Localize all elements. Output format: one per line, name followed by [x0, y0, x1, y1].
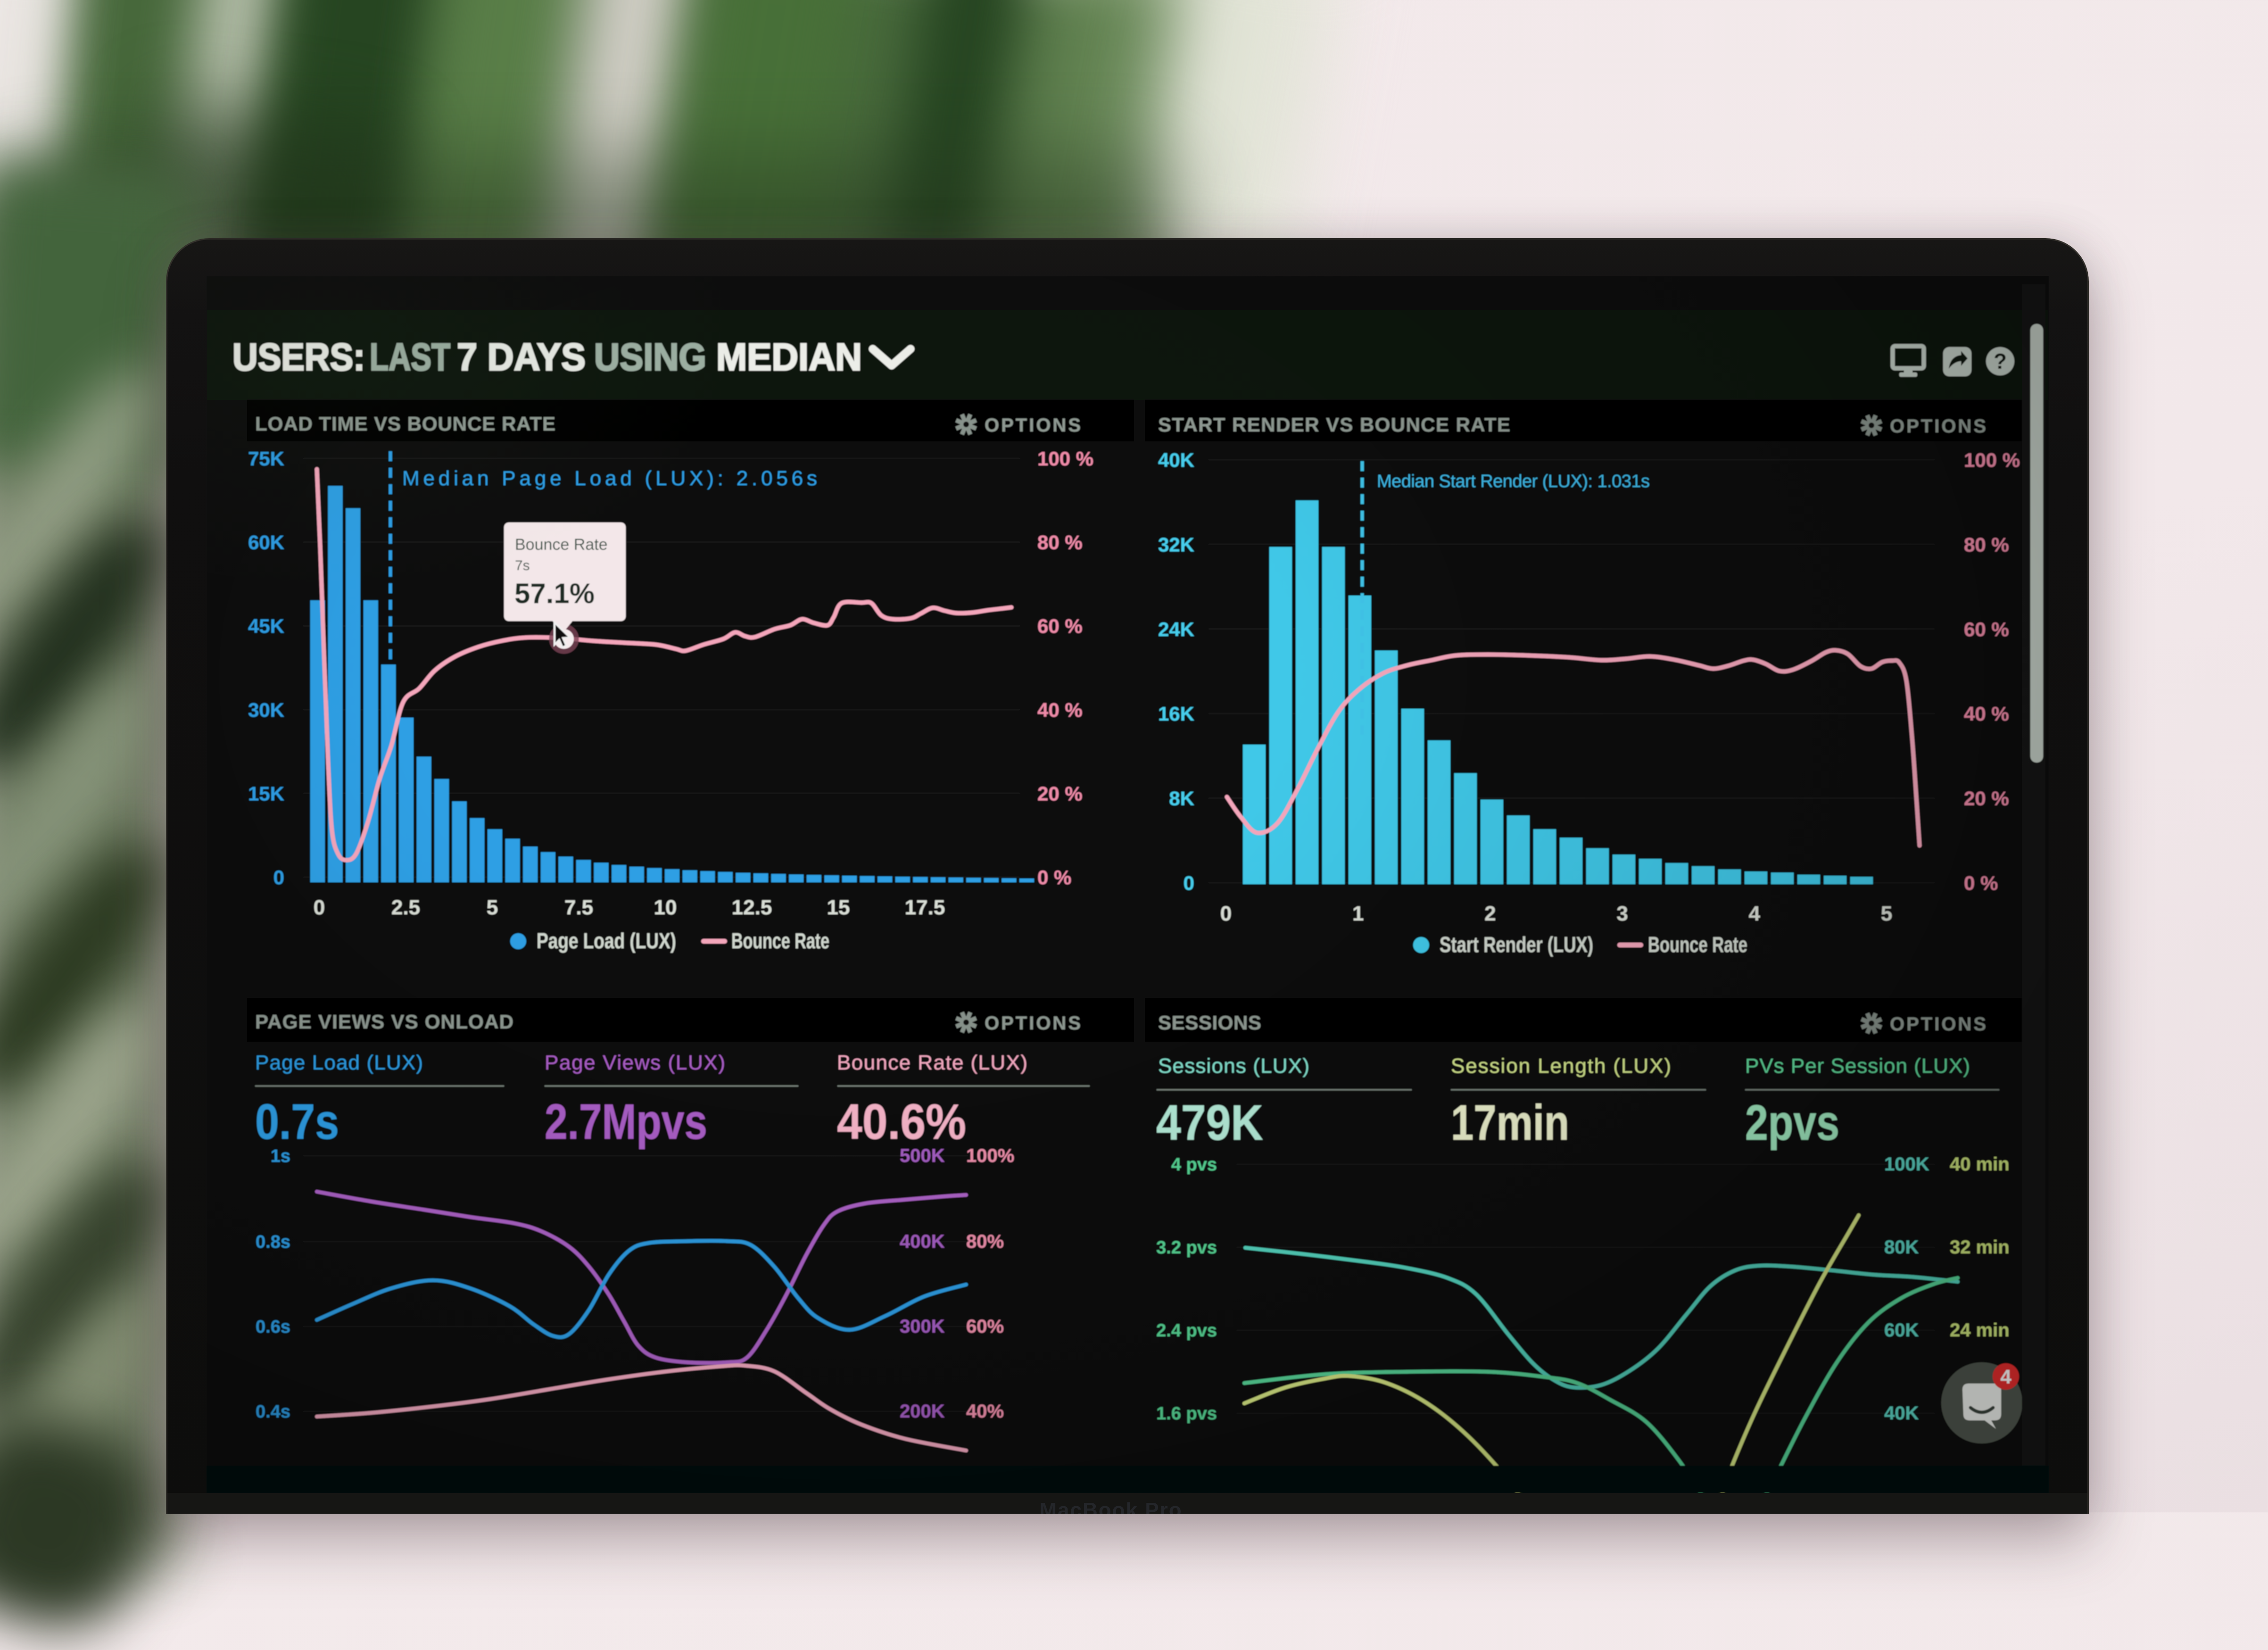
svg-text:32K: 32K	[1158, 533, 1194, 556]
svg-text:400K: 400K	[900, 1231, 945, 1252]
svg-text:1.6 pvs: 1.6 pvs	[1156, 1404, 1217, 1424]
svg-text:4 pvs: 4 pvs	[1171, 1155, 1217, 1175]
svg-text:Bounce Rate: Bounce Rate	[731, 929, 829, 953]
svg-text:30K: 30K	[248, 699, 284, 721]
svg-text:USING: USING	[594, 336, 706, 379]
svg-text:40%: 40%	[966, 1401, 1004, 1422]
svg-text:12.5: 12.5	[732, 896, 772, 919]
svg-text:100 %: 100 %	[1964, 449, 2020, 471]
svg-text:Session Length (LUX): Session Length (LUX)	[1451, 1054, 1671, 1078]
svg-text:Bounce Rate: Bounce Rate	[1648, 932, 1747, 957]
svg-text:Start Render (LUX): Start Render (LUX)	[1440, 932, 1593, 957]
svg-text:24 min: 24 min	[1950, 1320, 2010, 1341]
svg-text:0.8s: 0.8s	[256, 1232, 290, 1252]
svg-text:15K: 15K	[248, 782, 284, 804]
svg-text:4: 4	[2000, 1366, 2011, 1388]
svg-text:0.7s: 0.7s	[255, 1094, 339, 1150]
svg-text:Page Views (LUX): Page Views (LUX)	[545, 1051, 725, 1074]
svg-text:Bounce Rate (LUX): Bounce Rate (LUX)	[837, 1051, 1027, 1074]
svg-text:17.5: 17.5	[905, 896, 945, 919]
svg-text:80K: 80K	[1884, 1237, 1919, 1258]
svg-text:2.5: 2.5	[391, 896, 420, 919]
svg-text:40 %: 40 %	[1037, 699, 1083, 721]
svg-text:100K: 100K	[1884, 1154, 1929, 1175]
svg-text:300K: 300K	[900, 1316, 945, 1337]
svg-text:57.1%: 57.1%	[514, 578, 595, 609]
svg-text:75K: 75K	[248, 448, 284, 470]
svg-text:40K: 40K	[1884, 1403, 1919, 1424]
svg-text:7s: 7s	[515, 558, 530, 573]
svg-text:Bounce Rate: Bounce Rate	[515, 536, 608, 554]
svg-text:LAST: LAST	[370, 336, 450, 379]
svg-text:200K: 200K	[900, 1401, 945, 1422]
svg-text:2pvs: 2pvs	[1745, 1095, 1839, 1151]
svg-text:5: 5	[1881, 902, 1892, 925]
svg-text:PVs Per Session (LUX): PVs Per Session (LUX)	[1745, 1054, 1970, 1078]
svg-text:SESSIONS: SESSIONS	[1158, 1012, 1261, 1034]
svg-text:40K: 40K	[1158, 449, 1194, 471]
svg-text:?: ?	[1994, 349, 2007, 373]
svg-text:80 %: 80 %	[1964, 533, 2009, 556]
svg-text:60%: 60%	[966, 1316, 1004, 1337]
svg-text:START RENDER VS BOUNCE RATE: START RENDER VS BOUNCE RATE	[1158, 414, 1510, 436]
svg-text:Sessions (LUX): Sessions (LUX)	[1158, 1054, 1309, 1078]
svg-text:PAGE VIEWS VS ONLOAD: PAGE VIEWS VS ONLOAD	[255, 1011, 513, 1033]
svg-text:45K: 45K	[248, 615, 284, 637]
svg-text:479K: 479K	[1156, 1095, 1263, 1151]
svg-text:0 %: 0 %	[1964, 872, 1998, 894]
svg-text:7 DAYS: 7 DAYS	[457, 336, 586, 379]
svg-text:3.2 pvs: 3.2 pvs	[1156, 1238, 1217, 1258]
svg-text:8K: 8K	[1169, 788, 1194, 810]
svg-text:2: 2	[1484, 902, 1496, 925]
svg-text:5: 5	[487, 896, 498, 919]
svg-text:32 min: 32 min	[1950, 1237, 2010, 1258]
svg-text:1s: 1s	[271, 1146, 290, 1166]
svg-text:40.6%: 40.6%	[837, 1094, 966, 1150]
svg-text:80%: 80%	[966, 1231, 1004, 1252]
svg-text:60K: 60K	[1884, 1320, 1919, 1341]
svg-text:0 %: 0 %	[1037, 866, 1071, 888]
svg-text:USERS:: USERS:	[232, 336, 365, 379]
svg-text:15: 15	[827, 896, 850, 919]
svg-text:2.7Mpvs: 2.7Mpvs	[545, 1094, 707, 1150]
svg-text:MEDIAN: MEDIAN	[716, 336, 862, 379]
svg-text:60 %: 60 %	[1964, 618, 2009, 640]
svg-text:40 min: 40 min	[1950, 1154, 2010, 1175]
svg-text:100 %: 100 %	[1037, 448, 1093, 470]
svg-text:20 %: 20 %	[1037, 782, 1083, 804]
svg-text:10: 10	[654, 896, 677, 919]
svg-text:0.4s: 0.4s	[256, 1402, 290, 1422]
svg-text:7.5: 7.5	[564, 896, 593, 919]
svg-text:24K: 24K	[1158, 618, 1194, 640]
svg-text:3: 3	[1616, 902, 1628, 925]
svg-text:0: 0	[1220, 902, 1232, 925]
svg-text:4: 4	[1749, 902, 1761, 925]
svg-text:60 %: 60 %	[1037, 615, 1083, 637]
svg-text:LOAD TIME VS BOUNCE RATE: LOAD TIME VS BOUNCE RATE	[255, 413, 555, 435]
svg-text:1: 1	[1352, 902, 1364, 925]
svg-text:500K: 500K	[900, 1145, 945, 1166]
svg-text:Median Start Render (LUX): 1.0: Median Start Render (LUX): 1.031s	[1377, 472, 1650, 491]
svg-text:16K: 16K	[1158, 703, 1194, 725]
svg-text:0: 0	[314, 896, 325, 919]
svg-text:100%: 100%	[966, 1145, 1014, 1166]
svg-text:0.6s: 0.6s	[256, 1317, 290, 1337]
svg-text:0: 0	[1184, 872, 1194, 894]
svg-text:17min: 17min	[1451, 1095, 1569, 1151]
svg-text:2.4 pvs: 2.4 pvs	[1156, 1321, 1217, 1341]
svg-text:0: 0	[273, 866, 284, 888]
svg-text:80 %: 80 %	[1037, 531, 1083, 554]
svg-text:20 %: 20 %	[1964, 788, 2009, 810]
svg-text:40 %: 40 %	[1964, 703, 2009, 725]
svg-text:Page Load (LUX): Page Load (LUX)	[537, 929, 676, 953]
svg-text:Median Page Load (LUX): 2.056s: Median Page Load (LUX): 2.056s	[402, 467, 817, 490]
svg-text:Page Load (LUX): Page Load (LUX)	[255, 1051, 423, 1074]
svg-text:60K: 60K	[248, 531, 284, 554]
